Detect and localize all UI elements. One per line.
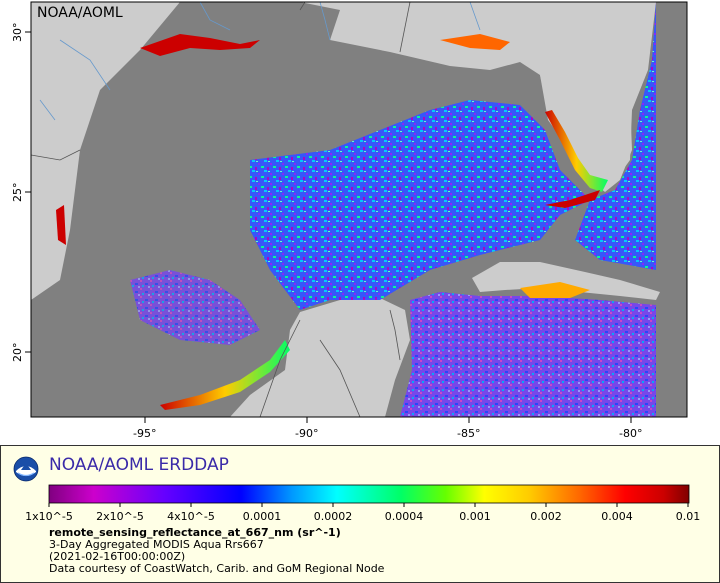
variable-name: remote_sensing_reflectance_at_667_nm (sr… <box>49 526 341 539</box>
reflectance-keys <box>545 190 600 208</box>
map-watermark: NOAA/AOML <box>37 5 123 21</box>
legend-title: NOAA/AOML ERDDAP <box>49 455 229 475</box>
reflectance-north-coast <box>140 34 260 56</box>
cuba <box>472 262 660 300</box>
lon-tick-label: -80° <box>619 427 642 440</box>
colorbar-tick-label: 0.0004 <box>385 510 424 523</box>
map-frame: NOAA/AOML -95° -90° -85° -80° 30° 25° 20… <box>11 1 688 440</box>
reflectance-panhandle <box>440 34 510 50</box>
dataset-name: 3-Day Aggregated MODIS Aqua Rrs667 <box>49 538 264 551</box>
yucatan-peninsula <box>230 298 410 417</box>
colorbar-tick-label: 0.004 <box>601 510 633 523</box>
colorbar-ticks <box>48 503 689 507</box>
noaa-logo-icon <box>13 456 39 482</box>
reflectance-florida-shelf <box>545 110 608 192</box>
colorbar-tick-label: 1x10^-5 <box>25 510 73 523</box>
rivers <box>39 2 481 121</box>
colorbar-tick-label: 2x10^-5 <box>96 510 144 523</box>
lat-tick-label: 25° <box>11 183 24 203</box>
map-canvas: NOAA/AOML -95° -90° -85° -80° 30° 25° 20… <box>11 1 688 440</box>
colorbar-tick-label: 0.01 <box>676 510 701 523</box>
lon-tick-label: -90° <box>295 427 318 440</box>
reflectance-campeche-coast <box>160 340 290 410</box>
reflectance-east-gulf <box>250 100 590 310</box>
colorbar-tick-label: 4x10^-5 <box>167 510 215 523</box>
reflectance-south <box>400 292 656 417</box>
reflectance-atlantic <box>575 2 656 270</box>
lon-tick-label: -95° <box>133 427 156 440</box>
colorbar-tick-label: 0.001 <box>459 510 491 523</box>
political-borders <box>31 2 411 417</box>
time-stamp: (2021-02-16T00:00:00Z) <box>49 550 186 563</box>
reflectance-southwest-patches <box>130 270 260 345</box>
reflectance-cuba-north <box>520 282 590 298</box>
lon-tick-label: -85° <box>457 427 480 440</box>
colorbar: 1x10^-5 2x10^-5 4x10^-5 0.0001 0.0002 0.… <box>25 484 701 523</box>
legend-panel: NOAA/AOML ERDDAP <box>0 445 720 583</box>
data-credit: Data courtesy of CoastWatch, Carib. and … <box>49 562 385 575</box>
lat-tick-label: 30° <box>11 23 24 43</box>
colorbar-tick-label: 0.0001 <box>243 510 282 523</box>
colorbar-gradient <box>48 484 690 504</box>
lon-axis: -95° -90° -85° -80° <box>133 417 642 440</box>
colorbar-tick-label: 0.002 <box>530 510 562 523</box>
plot-border <box>30 1 688 418</box>
lat-tick-label: 20° <box>11 343 24 363</box>
colorbar-tick-label: 0.0002 <box>314 510 353 523</box>
lat-axis: 30° 25° 20° <box>11 23 31 363</box>
reflectance-west-coast <box>56 205 66 245</box>
